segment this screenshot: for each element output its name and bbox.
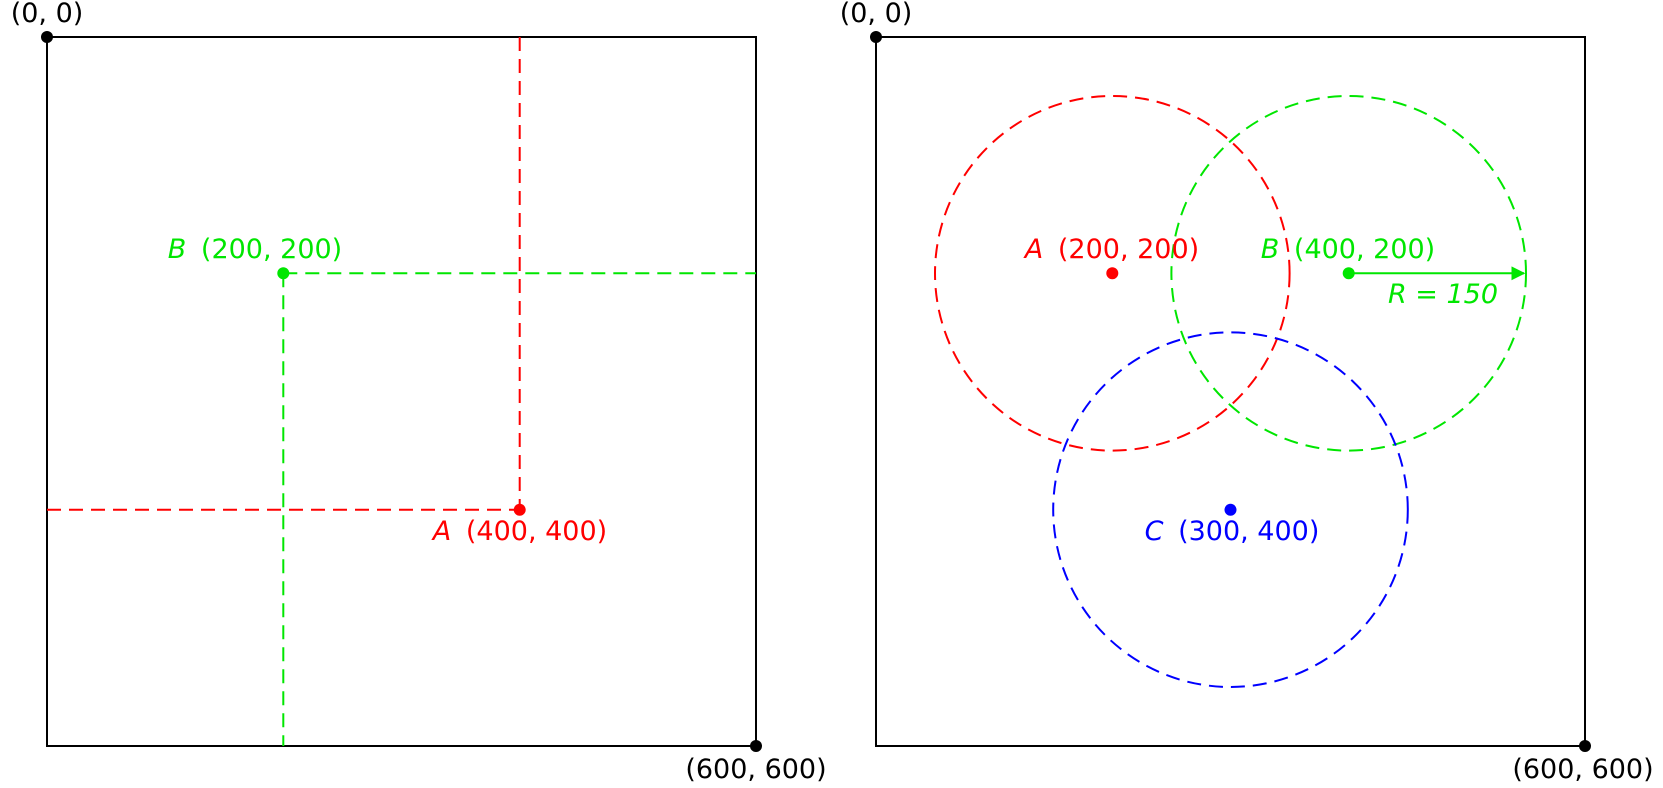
circle-c	[1052, 331, 1409, 689]
center-a-name: A	[1023, 234, 1043, 265]
center-c	[1224, 503, 1237, 516]
point-b-label: B (200, 200)	[168, 234, 342, 265]
right-frame	[875, 36, 1586, 747]
point-a-label: A (400, 400)	[431, 516, 607, 547]
point-b-coords: (200, 200)	[201, 234, 342, 265]
center-b	[1342, 267, 1355, 280]
center-a	[1106, 267, 1119, 280]
point-b	[277, 267, 290, 280]
left-panel: (0, 0) (600, 600) B (200, 200) A (400, 4…	[11, 0, 827, 785]
center-c-name: C	[1145, 516, 1164, 547]
corner-origin-label: (0, 0)	[11, 0, 84, 29]
left-frame	[46, 36, 757, 747]
point-a	[513, 503, 526, 516]
point-a-coords: (400, 400)	[466, 516, 607, 547]
corner-max-dot	[1579, 740, 1591, 752]
circle-b	[1170, 94, 1527, 452]
right-panel: (0, 0) (600, 600) A (200, 200) B (400, 2…	[840, 0, 1654, 785]
corner-max-label: (600, 600)	[1512, 754, 1653, 783]
point-b-name: B	[168, 234, 187, 265]
center-a-label: A (200, 200)	[1023, 234, 1199, 265]
center-a-coords: (200, 200)	[1058, 234, 1199, 265]
corner-origin-dot	[870, 31, 882, 43]
radius-label: R = 150	[1388, 279, 1498, 310]
center-b-label: B (400, 200)	[1261, 234, 1435, 265]
circle-a	[934, 94, 1291, 452]
point-a-name: A	[431, 516, 451, 547]
center-c-label: C (300, 400)	[1145, 516, 1320, 547]
center-b-name: B	[1261, 234, 1280, 265]
corner-origin-label: (0, 0)	[840, 0, 913, 29]
center-c-coords: (300, 400)	[1178, 516, 1319, 547]
corner-max-dot	[750, 740, 762, 752]
center-b-coords: (400, 200)	[1294, 234, 1435, 265]
corner-origin-dot	[41, 31, 53, 43]
corner-max-label: (600, 600)	[685, 754, 826, 783]
